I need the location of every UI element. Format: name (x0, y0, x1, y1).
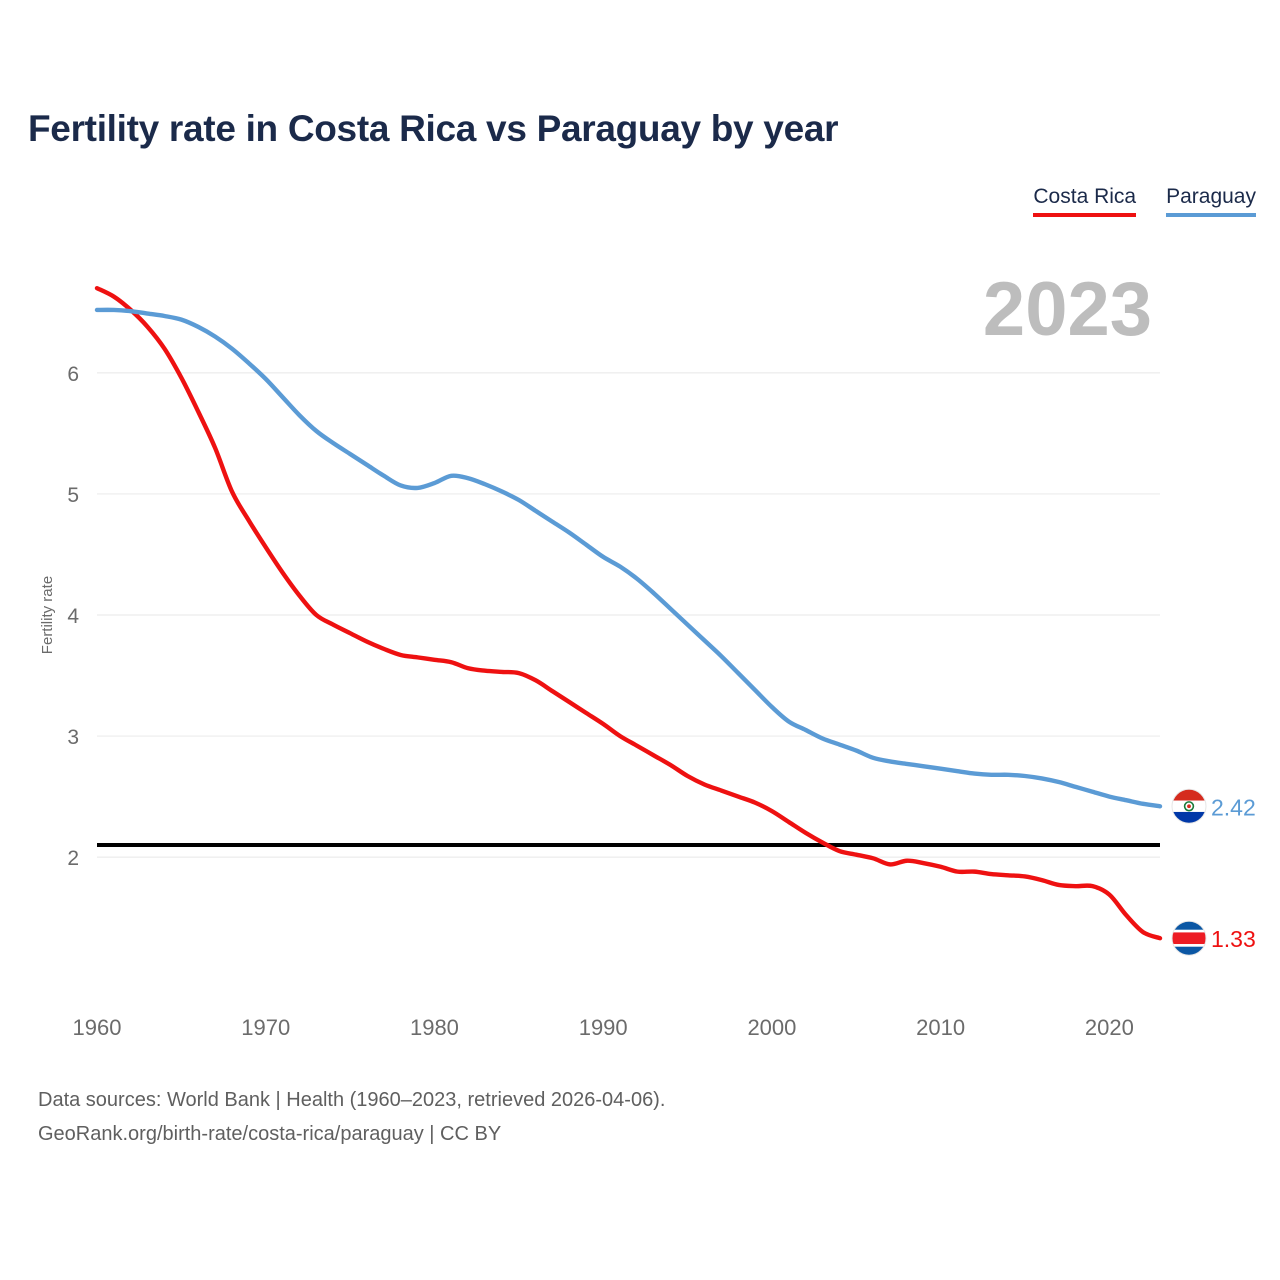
page-title: Fertility rate in Costa Rica vs Paraguay… (28, 108, 839, 149)
legend-label-costa-rica: Costa Rica (1033, 185, 1137, 208)
legend-item-paraguay[interactable]: Paraguay (1166, 185, 1256, 218)
legend-swatch-costa-rica (1033, 213, 1137, 218)
x-tick-label: 2010 (916, 1015, 965, 1040)
x-tick-label: 2020 (1085, 1015, 1134, 1040)
y-tick-label: 4 (67, 605, 79, 628)
gridlines-group (97, 372, 1160, 858)
x-tick-label: 1980 (410, 1015, 459, 1040)
x-tick-label: 1960 (73, 1015, 122, 1040)
x-axis-tick-labels: 1960 1970 1980 1990 2000 2010 2020 (73, 1015, 1134, 1040)
paraguay-flag-icon (1171, 788, 1207, 824)
y-axis-tick-labels: 2 3 4 5 6 (67, 363, 79, 870)
y-axis-title: Fertility rate (39, 576, 56, 654)
costa-rica-flag-icon (1171, 920, 1207, 956)
x-tick-label: 2000 (747, 1015, 796, 1040)
end-value-label-costa-rica: 1.33 (1211, 926, 1256, 952)
y-tick-label: 6 (67, 363, 79, 386)
series-line-paraguay (94, 307, 1163, 809)
line-chart-plot: 2 3 4 5 6 1960 1970 1980 1990 2000 2010 2020 Ferti… (39, 285, 1256, 1040)
x-tick-label: 1970 (241, 1015, 290, 1040)
footer-attribution: Data sources: World Bank | Health (1960–… (38, 1083, 665, 1152)
chart-legend: Costa Rica Paraguay (1033, 185, 1256, 218)
footer-line-sources: Data sources: World Bank | Health (1960–… (38, 1089, 666, 1111)
legend-label-paraguay: Paraguay (1166, 185, 1256, 208)
x-tick-label: 1990 (579, 1015, 628, 1040)
legend-item-costa-rica[interactable]: Costa Rica (1033, 185, 1137, 218)
footer-line-url[interactable]: GeoRank.org/birth-rate/costa-rica/paragu… (38, 1123, 502, 1146)
data-series-group (94, 285, 1163, 941)
legend-swatch-paraguay (1166, 213, 1256, 218)
y-tick-label: 3 (67, 726, 79, 749)
y-tick-label: 5 (67, 484, 79, 507)
end-value-label-paraguay: 2.42 (1211, 794, 1256, 820)
series-end-markers: 2.42 1.33 (1171, 788, 1256, 956)
year-watermark: 2023 (982, 267, 1152, 352)
y-tick-label: 2 (67, 847, 79, 870)
series-line-costa-rica (94, 285, 1163, 941)
